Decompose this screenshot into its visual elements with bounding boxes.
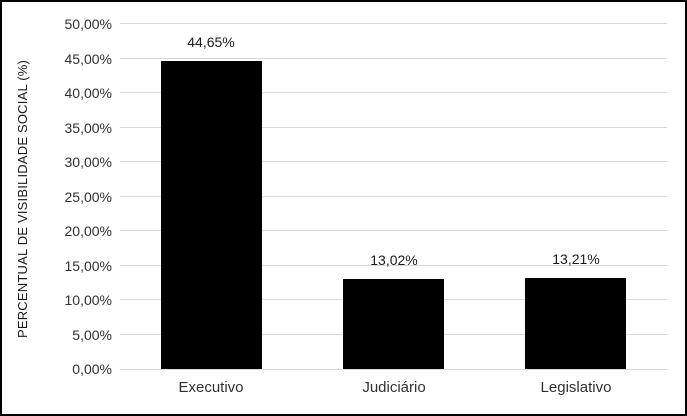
- y-tick-label: 15,00%: [64, 257, 112, 274]
- gridline: [120, 92, 667, 93]
- y-tick-label: 50,00%: [64, 16, 112, 32]
- gridline: [120, 23, 667, 24]
- gridline: [120, 195, 667, 197]
- x-category-label: Legislativo: [540, 379, 612, 396]
- y-tick-label: 45,00%: [64, 50, 112, 67]
- y-tick-label: 25,00%: [64, 188, 112, 205]
- bar-value-label: 13,21%: [552, 251, 600, 267]
- bar-value-label: 13,02%: [370, 252, 418, 268]
- bar-value-label: 44,65%: [187, 34, 235, 50]
- gridline: [120, 369, 667, 370]
- y-tick-label: 0,00%: [72, 361, 112, 377]
- y-axis-title: PERCENTUAL DE VISIBILIDADE SOCIAL (%): [15, 59, 30, 339]
- bar-executivo: [161, 61, 262, 369]
- y-tick-label: 10,00%: [64, 292, 112, 308]
- gridline: [120, 161, 667, 162]
- y-tick-label: 20,00%: [64, 223, 112, 239]
- x-category-label: Judiciário: [362, 379, 426, 396]
- bar-judiciario: [343, 279, 444, 369]
- gridline: [120, 230, 667, 231]
- y-axis-tick-labels: 0,00% 5,00% 10,00% 15,00% 20,00% 25,00% 30,00%…: [40, 16, 112, 377]
- y-tick-label: 40,00%: [64, 85, 112, 101]
- gridline: [120, 126, 667, 128]
- gridline: [120, 57, 667, 59]
- x-category-label: Executivo: [178, 379, 244, 396]
- gridline: [120, 264, 667, 266]
- y-tick-label: 30,00%: [64, 154, 112, 170]
- y-tick-label: 35,00%: [64, 119, 112, 136]
- bar-legislativo: [525, 278, 626, 369]
- y-tick-label: 5,00%: [72, 326, 112, 343]
- plot-area: 44,65% Executivo 13,02% Judiciário 13,21% Leg…: [120, 23, 667, 396]
